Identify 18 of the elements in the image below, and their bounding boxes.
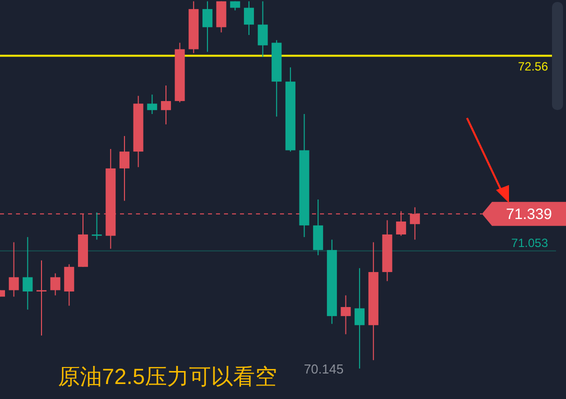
candlestick [160,85,171,125]
candlestick [147,94,158,114]
annotation: 70.145 [304,362,344,377]
ref-line-label: 72.56 [518,60,548,74]
candlestick [8,242,19,298]
candlestick [36,260,46,336]
ref-line-label: 71.053 [511,236,548,250]
candlestick [119,136,130,202]
candlestick [22,236,33,310]
text: 原油72.5压力可以看空 [58,364,277,389]
candlestick [202,0,212,52]
candlestick [50,272,60,296]
candlestick [92,212,102,240]
candlestick [244,0,254,36]
ref-line-label: 71.339 [506,206,552,223]
candlestick [340,294,351,335]
candlestick [258,0,268,58]
candlestick [354,268,365,370]
